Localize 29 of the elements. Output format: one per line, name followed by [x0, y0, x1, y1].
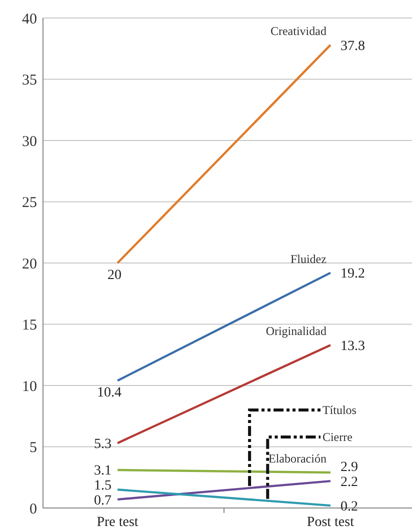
data-label: 1.5	[94, 478, 112, 494]
data-label: 10.4	[97, 386, 122, 401]
series-label: Elaboración	[268, 451, 326, 466]
data-label: 0.2	[340, 499, 358, 514]
data-label: 2.2	[340, 474, 358, 490]
y-tick-label: 30	[22, 134, 37, 150]
series-label: Originalidad	[266, 324, 326, 338]
y-tick-label: 20	[22, 256, 37, 272]
series-label: Fluidez	[290, 252, 326, 266]
data-label: 13.3	[340, 338, 365, 354]
data-label: 3.1	[94, 463, 112, 478]
series-label: Creatividad	[270, 24, 326, 38]
y-tick-label: 0	[30, 501, 37, 518]
y-tick-label: 10	[22, 378, 37, 395]
y-tick-label: 5	[30, 440, 37, 456]
y-tick-label: 15	[22, 318, 37, 334]
data-label: 20	[108, 268, 122, 283]
data-label: 37.8	[340, 38, 365, 54]
data-label: 19.2	[340, 266, 365, 282]
text: Cierre	[322, 430, 352, 444]
data-label: 5.3	[94, 436, 112, 452]
data-label: 2.9	[340, 460, 358, 475]
text: Títulos	[322, 403, 357, 418]
y-tick-label: 25	[22, 195, 37, 211]
y-tick-label: 35	[22, 72, 37, 88]
data-label: 0.7	[94, 493, 112, 508]
x-tick-label: Pre test	[96, 515, 138, 530]
y-tick-label: 40	[22, 11, 37, 28]
x-tick-label: Post test	[306, 515, 354, 530]
